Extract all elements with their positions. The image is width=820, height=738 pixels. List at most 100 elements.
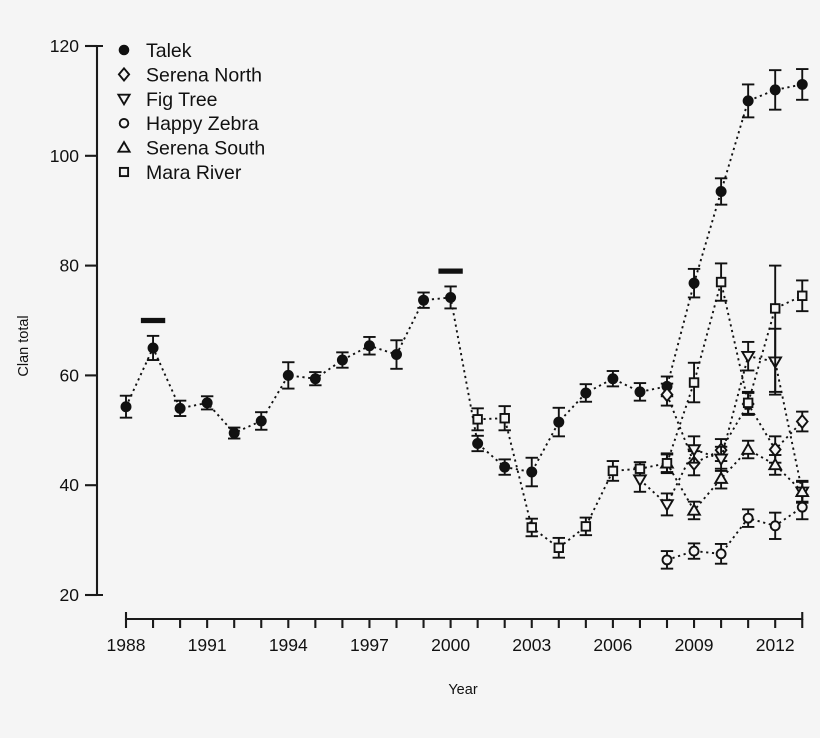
- data-point-marker: [742, 95, 754, 107]
- legend-item-mara-river[interactable]: Mara River: [118, 162, 242, 184]
- data-point-marker: [607, 373, 619, 385]
- data-point-marker: [336, 354, 348, 366]
- data-point-marker: [769, 84, 781, 96]
- legend-marker-filled-circle: [118, 44, 130, 56]
- x-tick-label: 2012: [756, 635, 795, 655]
- y-axis: 20 40 60 80 100 120: [50, 36, 103, 605]
- data-point-marker: [309, 373, 321, 385]
- data-point-marker: [686, 502, 702, 516]
- data-point-marker: [526, 522, 537, 533]
- data-point-marker: [607, 465, 619, 477]
- data-point-marker: [713, 471, 729, 484]
- data-point-marker: [742, 397, 754, 409]
- data-point-marker: [742, 512, 754, 524]
- data-point-marker: [174, 402, 186, 414]
- data-point-marker: [688, 377, 700, 388]
- legend-label: Serena South: [146, 138, 265, 160]
- legend-marker-open-circle: [118, 117, 130, 129]
- data-point-marker: [634, 463, 646, 474]
- x-tick-label: 2006: [593, 635, 632, 655]
- series-mara-river: [471, 262, 809, 559]
- y-tick-label: 80: [60, 256, 80, 276]
- error-bar: [769, 264, 782, 393]
- reference-bars: [140, 268, 463, 324]
- series-connector-line: [666, 448, 803, 513]
- data-point-marker: [472, 414, 483, 425]
- data-point-marker: [580, 521, 592, 532]
- data-point-marker: [715, 276, 727, 288]
- x-tick-label: 1997: [350, 635, 389, 655]
- data-point-marker: [660, 386, 674, 403]
- data-point-marker: [794, 484, 810, 498]
- data-point-marker: [228, 427, 240, 439]
- series-serena-south: [659, 439, 810, 521]
- data-point-marker: [391, 349, 402, 361]
- y-tick-label: 120: [50, 36, 79, 56]
- legend-marker-open-up-triangle: [116, 140, 132, 153]
- legend-label: Fig Tree: [146, 89, 218, 111]
- data-point-marker: [686, 444, 702, 458]
- legend-marker-open-diamond: [117, 66, 131, 82]
- series-talek: [119, 68, 809, 488]
- legend-item-happy-zebra[interactable]: Happy Zebra: [118, 113, 259, 135]
- legend-label: Happy Zebra: [146, 113, 259, 135]
- x-tick-label: 2009: [675, 635, 714, 655]
- legend-marker-open-down-triangle: [116, 93, 132, 107]
- y-tick-label: 60: [60, 365, 80, 385]
- data-point-marker: [499, 413, 510, 424]
- y-tick-label: 100: [50, 146, 79, 166]
- y-tick-label: 40: [60, 475, 80, 495]
- data-point-marker: [445, 291, 457, 303]
- data-point-marker: [715, 548, 727, 560]
- legend-item-serena-north[interactable]: Serena North: [117, 64, 262, 86]
- data-point-marker: [688, 277, 700, 289]
- data-point-marker: [713, 453, 729, 467]
- data-point-marker: [282, 369, 294, 381]
- series-connector-line: [666, 394, 803, 465]
- data-point-marker: [553, 542, 565, 553]
- y-axis-title: Clan total: [16, 315, 32, 376]
- data-point-marker: [147, 342, 159, 354]
- data-series-group: [119, 68, 810, 570]
- x-tick-label: 2003: [512, 635, 551, 655]
- x-tick-label: 1988: [107, 635, 146, 655]
- data-point-marker: [715, 186, 727, 197]
- data-point-marker: [797, 290, 808, 302]
- data-point-marker: [201, 397, 213, 409]
- data-point-marker: [661, 458, 673, 469]
- legend-item-fig-tree[interactable]: Fig Tree: [116, 89, 218, 111]
- data-point-marker: [740, 441, 756, 455]
- data-point-marker: [796, 78, 808, 90]
- legend-item-talek[interactable]: Talek: [118, 40, 192, 62]
- data-point-marker: [363, 340, 375, 352]
- data-point-marker: [688, 545, 700, 557]
- data-point-marker: [499, 461, 511, 473]
- data-point-marker: [580, 387, 592, 399]
- legend-label: Mara River: [146, 162, 242, 184]
- legend-marker-open-square: [118, 166, 130, 178]
- data-point-marker: [659, 499, 675, 513]
- x-axis-title: Year: [448, 682, 477, 698]
- data-point-marker: [526, 466, 538, 478]
- y-tick-label: 20: [60, 585, 80, 605]
- data-point-marker: [255, 415, 267, 427]
- data-point-marker: [740, 350, 756, 364]
- x-axis: 1988 1991 1994 1997 2000 2003 2006 2009 2012: [107, 612, 804, 655]
- x-tick-label: 2000: [431, 635, 470, 655]
- data-point-marker: [769, 303, 781, 314]
- data-point-marker: [661, 554, 673, 566]
- legend-label: Talek: [146, 40, 192, 62]
- data-point-marker: [472, 437, 484, 449]
- data-point-marker: [796, 501, 808, 513]
- legend-item-serena-south[interactable]: Serena South: [116, 138, 265, 160]
- x-tick-label: 1994: [269, 635, 308, 655]
- data-point-marker: [120, 401, 132, 413]
- data-point-marker: [634, 386, 646, 398]
- data-point-marker: [767, 457, 783, 471]
- x-tick-label: 1991: [188, 635, 227, 655]
- series-happy-zebra: [660, 494, 809, 570]
